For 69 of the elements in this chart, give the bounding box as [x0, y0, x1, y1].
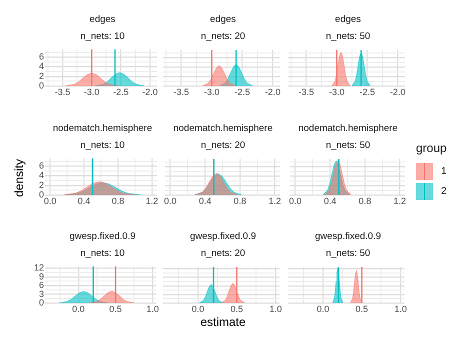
x-tick-label: 1.0: [394, 304, 407, 314]
y-tick-label: 12: [34, 262, 44, 273]
chart-title: edges: [334, 14, 362, 25]
chart-subtitle: n_nets: 10: [79, 140, 126, 151]
x-tick-label: -2.5: [234, 86, 250, 97]
x-tick-label: -3.5: [174, 86, 190, 97]
x-tick-label: 1.2: [146, 196, 158, 206]
x-tick-label: -2.0: [264, 86, 280, 97]
x-tick-label: -3.0: [328, 86, 345, 97]
chart-title: nodematch.hemisphere: [172, 123, 274, 134]
chart-title: gwesp.fixed.0.9: [314, 231, 382, 242]
chart-subtitle: n_nets: 50: [324, 248, 372, 259]
y-tick-label: 4: [38, 170, 44, 180]
x-tick-label: -2.0: [390, 86, 406, 97]
y-tick-label: 4: [38, 61, 44, 72]
y-tick-label: 0: [38, 189, 44, 200]
x-tick-label: 0.0: [316, 304, 330, 314]
x-tick-label: 0.4: [324, 196, 336, 206]
chart-title: gwesp.fixed.0.9: [68, 231, 136, 242]
x-tick-label: 0.0: [44, 196, 56, 206]
x-tick-label: -2.5: [113, 86, 129, 97]
chart-subtitle: n_nets: 50: [324, 31, 372, 42]
x-tick-label: 0.0: [192, 304, 204, 314]
x-tick-label: -3.5: [54, 86, 70, 97]
legend-label: 1: [441, 166, 447, 176]
x-tick-label: 0.8: [358, 196, 372, 206]
y-tick-label: 2: [38, 70, 44, 81]
x-tick-label: 0.0: [289, 196, 302, 206]
x-tick-label: -3.5: [298, 86, 314, 97]
x-tick-label: -2.0: [142, 86, 158, 97]
x-tick-label: 0.0: [72, 304, 85, 314]
x-tick-label: 0.5: [109, 304, 122, 314]
x-tick-label: 0.5: [356, 304, 368, 314]
legend-title: group: [416, 141, 447, 155]
chart-title: gwesp.fixed.0.9: [188, 231, 257, 242]
y-axis-title: density: [12, 158, 26, 198]
y-tick-label: 9: [38, 271, 44, 282]
y-tick-label: 2: [38, 180, 44, 190]
x-tick-label: 0.8: [234, 196, 246, 206]
chart-title: edges: [88, 14, 116, 25]
x-tick-label: -3.0: [84, 86, 100, 97]
chart-subtitle: n_nets: 20: [200, 140, 246, 151]
chart-subtitle: n_nets: 50: [324, 140, 372, 151]
x-tick-label: 1.0: [269, 304, 282, 314]
x-tick-label: 0.4: [78, 196, 90, 206]
chart-title: edges: [209, 14, 237, 25]
chart-title: nodematch.hemisphere: [297, 123, 399, 134]
x-tick-label: 0.8: [112, 196, 124, 206]
chart-subtitle: n_nets: 10: [79, 31, 126, 42]
y-tick-label: 0: [38, 80, 44, 90]
x-tick-label: 0.0: [164, 196, 177, 206]
x-tick-label: -3.0: [204, 86, 220, 97]
y-tick-label: 6: [38, 160, 44, 171]
legend-label: 2: [441, 186, 447, 196]
y-tick-label: 6: [38, 280, 44, 290]
x-tick-label: 1.2: [394, 196, 406, 206]
y-tick-label: 3: [38, 288, 44, 299]
x-tick-label: 1.0: [146, 304, 159, 314]
x-tick-label: 0.4: [198, 196, 212, 206]
chart-subtitle: n_nets: 20: [200, 31, 246, 42]
x-axis-title: estimate: [199, 315, 247, 329]
x-tick-label: 0.5: [230, 304, 244, 314]
y-tick-label: 6: [38, 52, 44, 62]
y-tick-label: 0: [38, 297, 44, 308]
x-tick-label: 1.2: [268, 196, 282, 206]
chart-title: nodematch.hemisphere: [52, 123, 154, 134]
chart-subtitle: n_nets: 10: [79, 248, 126, 259]
chart-subtitle: n_nets: 20: [200, 248, 246, 259]
x-tick-label: -2.5: [359, 86, 375, 97]
